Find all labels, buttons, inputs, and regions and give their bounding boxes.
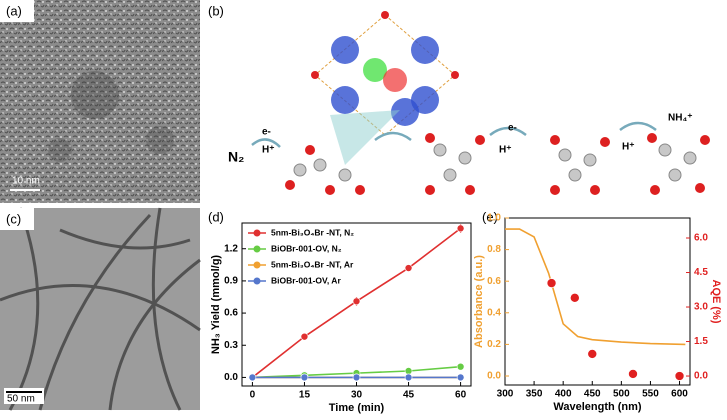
y2-tick-label: 1.5 — [694, 336, 708, 347]
particle — [146, 126, 174, 154]
data-point — [352, 297, 361, 306]
y2-axis-label: AQE (%) — [710, 280, 722, 324]
x-tick-label: 400 — [555, 389, 572, 400]
data-point — [546, 278, 557, 288]
y2-tick-label: 0.0 — [694, 371, 708, 382]
x-tick-label: 450 — [584, 389, 601, 400]
panel-label: (b) — [208, 3, 224, 18]
x-axis-label: Time (min) — [329, 402, 385, 414]
legend-label: 5nm-Bi₃O₄Br -NT, Ar — [271, 259, 354, 269]
diagram-label: e- — [508, 123, 517, 134]
data-point — [404, 264, 413, 272]
panel-label: (a) — [6, 3, 22, 18]
diagram-label: H⁺ — [499, 145, 512, 156]
data-point — [404, 367, 413, 375]
y-tick-label: 0.8 — [487, 244, 501, 255]
x-tick-label: 600 — [671, 389, 688, 400]
x-tick-label: 0 — [250, 390, 256, 401]
nanotubes — [0, 207, 201, 411]
series-line — [505, 228, 686, 346]
diagram-label: H⁺ — [622, 142, 635, 153]
y-tick-label: 0.3 — [224, 340, 238, 351]
scale-text: 10 nm — [12, 176, 40, 187]
x-axis-label: Wavelength (nm) — [553, 401, 642, 413]
diagram-label: H⁺ — [262, 145, 275, 156]
tem-image — [0, 0, 200, 203]
diagram-label: N₂ — [228, 149, 244, 165]
legend-marker — [253, 277, 261, 285]
y-tick-label: 1.2 — [224, 243, 238, 254]
scale-text: 50 nm — [7, 394, 35, 405]
data-point — [300, 332, 309, 341]
diagram-label: NH₄⁺ — [668, 113, 693, 124]
y-tick-label: 0.9 — [224, 276, 238, 287]
panel-label: (d) — [208, 209, 224, 224]
y-tick-label: 0.2 — [487, 339, 501, 350]
data-point — [456, 362, 465, 371]
legend-label: BiOBr-001-OV, Ar — [271, 275, 341, 285]
x-tick-label: 15 — [299, 390, 311, 401]
particle — [71, 71, 119, 119]
data-point — [300, 373, 309, 382]
data-point — [352, 373, 361, 382]
data-point — [456, 224, 465, 233]
plot-frame — [504, 217, 691, 386]
y-tick-label: 0.6 — [487, 276, 501, 287]
data-point — [404, 373, 413, 382]
data-point — [456, 373, 465, 382]
panel-label: (e) — [482, 209, 498, 224]
y-tick-label: 0.4 — [487, 307, 501, 318]
data-point — [587, 349, 598, 359]
y-tick-label: 0.0 — [224, 372, 238, 383]
data-point — [674, 371, 685, 381]
y-tick-label: 0.6 — [224, 308, 238, 319]
y-tick-label: 1.0 — [487, 213, 501, 224]
diagram — [251, 11, 710, 195]
x-tick-label: 60 — [455, 390, 467, 401]
label-box — [0, 0, 34, 22]
x-tick-label: 45 — [403, 390, 415, 401]
y2-tick-label: 4.5 — [694, 267, 708, 278]
y-tick-label: 0.0 — [487, 371, 501, 382]
legend-marker — [253, 229, 261, 237]
y-axis-label: Absorbance (a.u.) — [473, 255, 485, 348]
y2-tick-label: 6.0 — [694, 233, 708, 244]
x-tick-label: 300 — [497, 389, 514, 400]
data-point — [570, 293, 580, 303]
x-tick-label: 30 — [351, 390, 363, 401]
label-box — [0, 208, 34, 230]
data-point — [628, 369, 638, 379]
panel-label: (c) — [6, 211, 21, 226]
legend-marker — [253, 261, 261, 269]
y2-tick-label: 3.0 — [694, 302, 708, 313]
data-point — [248, 373, 257, 382]
x-tick-label: 550 — [642, 389, 659, 400]
diagram-label: e- — [262, 127, 271, 138]
x-tick-label: 350 — [526, 389, 543, 400]
particle — [48, 138, 72, 162]
y-axis-label: NH₃ Yield (mmol/g) — [210, 255, 222, 355]
x-tick-label: 500 — [613, 389, 630, 400]
legend-marker — [253, 245, 261, 253]
legend-label: 5nm-Bi₃O₄Br -NT, N₂ — [271, 227, 354, 237]
legend-label: BiOBr-001-OV, N₂ — [271, 243, 342, 253]
